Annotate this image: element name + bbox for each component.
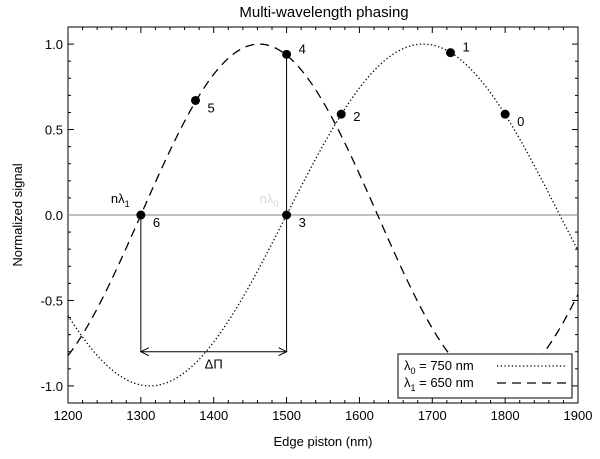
delta-pi-arrowhead-left [139, 347, 150, 357]
data-point-label-3: 3 [299, 215, 306, 230]
data-point-4 [282, 49, 292, 59]
y-tick-label: 0.5 [45, 123, 63, 138]
x-axis-label: Edge piston (nm) [274, 434, 373, 449]
y-tick-label: 0.0 [45, 208, 63, 223]
data-point-label-6: 6 [153, 215, 160, 230]
data-point-label-2: 2 [353, 109, 360, 124]
data-point-6 [136, 210, 146, 220]
n-lambda1-label: nλ1 [111, 191, 130, 209]
legend-label-1: λ1 = 650 nm [404, 375, 474, 393]
y-tick-label: -0.5 [41, 293, 63, 308]
n-lambda0-label: nλ0 [260, 191, 279, 209]
delta-pi-label: ΔΠ [205, 357, 223, 372]
y-tick-label: -1.0 [41, 379, 63, 394]
data-point-5 [191, 95, 200, 105]
delta-pi-arrowhead-right [278, 347, 288, 357]
x-tick-label: 1600 [345, 408, 374, 423]
legend-label-0: λ0 = 750 nm [404, 358, 474, 376]
guide-lines [139, 54, 288, 357]
annotations: nλ1 nλ0 ΔΠ [111, 191, 278, 372]
data-point-3 [282, 210, 292, 220]
data-point-0 [500, 109, 510, 119]
x-tick-label: 1200 [54, 408, 83, 423]
x-tick-label: 1800 [491, 408, 520, 423]
data-point-1 [446, 48, 455, 58]
x-tick-label: 1500 [272, 408, 301, 423]
x-tick-label: 1300 [126, 408, 155, 423]
data-point-2 [336, 109, 346, 119]
chart-title: Multi-wavelength phasing [239, 4, 408, 21]
y-axis-ticks: -1.0 -0.5 0.0 0.5 1.0 [41, 37, 578, 394]
data-point-label-5: 5 [208, 100, 215, 115]
data-point-label-1: 1 [463, 40, 470, 55]
data-points: 0 1 2 3 4 5 6 [136, 40, 524, 230]
x-tick-label: 1400 [199, 408, 228, 423]
x-tick-label: 1900 [564, 408, 593, 423]
y-axis-label: Normalized signal [10, 163, 25, 266]
data-point-label-4: 4 [299, 41, 306, 56]
x-tick-label: 1700 [418, 408, 447, 423]
legend-box [397, 353, 573, 399]
x-axis-ticks: 1200 1300 1400 1500 1600 1700 1800 1900 [54, 27, 593, 423]
series-line-0 [67, 43, 579, 387]
y-tick-label: 1.0 [45, 37, 63, 52]
data-point-label-0: 0 [517, 114, 524, 129]
